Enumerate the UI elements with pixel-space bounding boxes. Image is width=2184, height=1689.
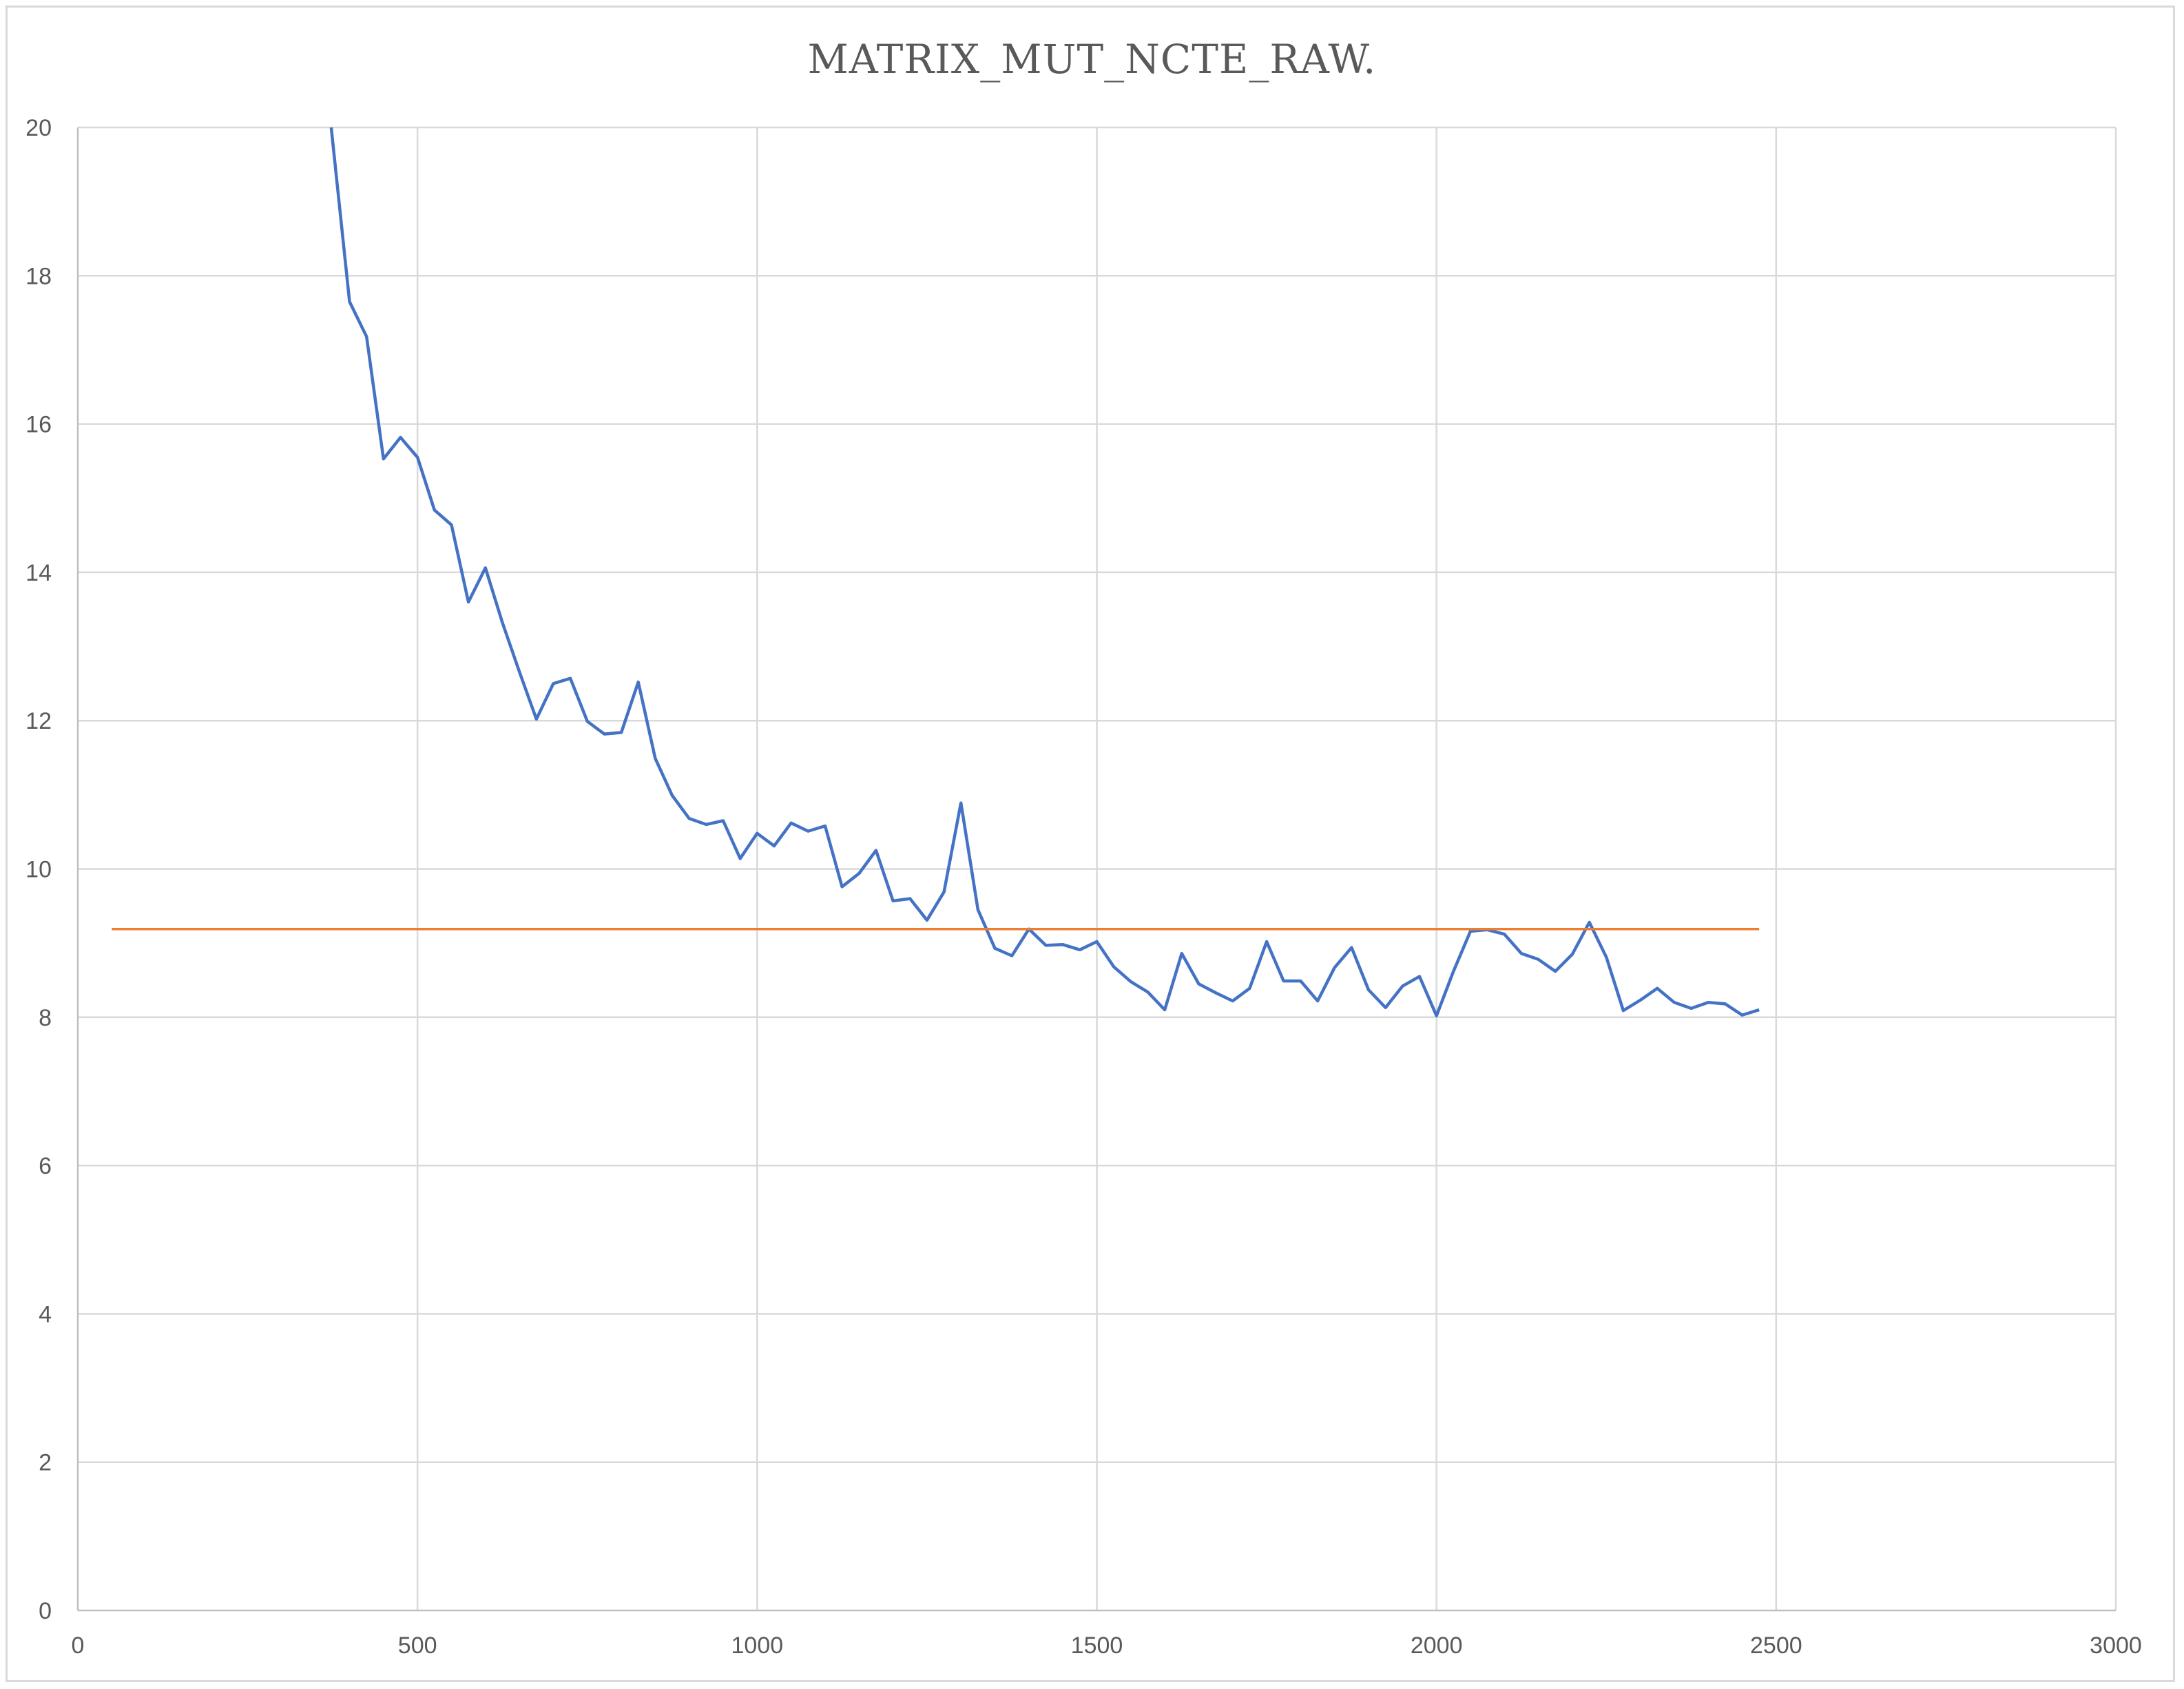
series-line-1 (329, 127, 1760, 1017)
y-tick-label: 10 (25, 857, 52, 883)
y-tick-label: 16 (25, 412, 52, 438)
tick-labels: 0 2 4 6 8 10 12 14 16 18 20 0 500 1000 1500 2000 2500 300… (25, 115, 2142, 1659)
y-tick-label: 2 (39, 1450, 52, 1476)
chart-title: MATRIX_MUT_NCTE_RAW. (807, 36, 1377, 83)
y-tick-label: 12 (25, 708, 52, 734)
x-tick-label: 0 (72, 1633, 85, 1659)
y-tick-label: 6 (39, 1153, 52, 1179)
x-tick-label: 2500 (1750, 1633, 1802, 1659)
x-tick-label: 500 (398, 1633, 437, 1659)
y-tick-label: 0 (39, 1598, 52, 1624)
x-tick-label: 2000 (1411, 1633, 1463, 1659)
y-tick-label: 4 (39, 1301, 52, 1327)
x-tick-label: 3000 (2090, 1633, 2142, 1659)
x-tick-label: 1000 (731, 1633, 784, 1659)
chart-frame (6, 6, 2175, 1682)
series-group (112, 127, 1760, 1017)
x-tick-label: 1500 (1071, 1633, 1123, 1659)
axes (76, 127, 2116, 1612)
gridlines (78, 126, 2117, 1610)
y-tick-label: 14 (25, 560, 52, 586)
y-tick-label: 8 (39, 1005, 52, 1031)
y-tick-label: 18 (25, 263, 52, 289)
y-tick-label: 20 (25, 115, 52, 141)
